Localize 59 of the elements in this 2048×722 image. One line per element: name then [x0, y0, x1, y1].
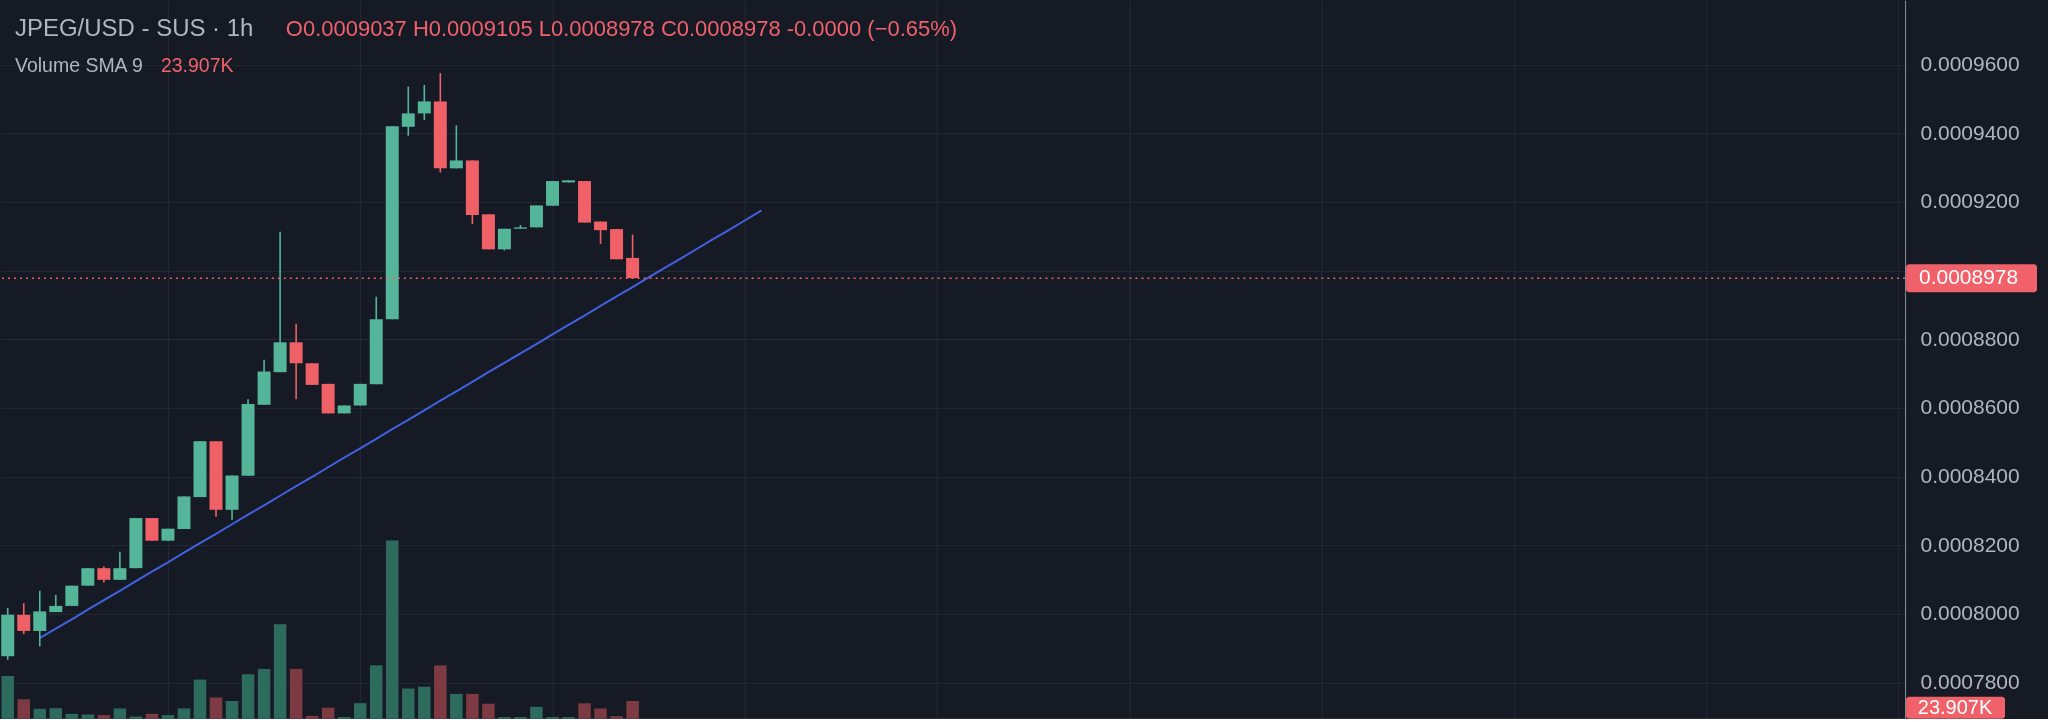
- bar: [402, 688, 415, 719]
- bar: [49, 708, 63, 719]
- text: O0.0009037 H0.0009105 L0.0008978 C0.0008978 -0.0000 (−0.65%): [285, 16, 958, 42]
- bar: [482, 703, 495, 719]
- y-tick-label: 0.0008400: [1920, 464, 2020, 488]
- candlestick: [305, 362, 319, 386]
- bar: [257, 668, 271, 719]
- bar: [466, 693, 479, 719]
- annotation: Volume SMA 9: [14, 54, 143, 77]
- y-tick-label: 0.0007800: [1920, 669, 2020, 693]
- bar: [193, 679, 207, 719]
- bar: [177, 708, 191, 719]
- candlestick: [33, 590, 47, 648]
- candlestick: [417, 84, 431, 121]
- bar: [289, 668, 303, 719]
- bar: [113, 708, 127, 719]
- text: 23.907K: [1917, 695, 1993, 718]
- ref-line-label: 0.0008978: [1919, 265, 2019, 289]
- y-tick-label: 0.0009400: [1920, 120, 2020, 144]
- bar: [321, 707, 335, 719]
- bar: [353, 703, 367, 719]
- bar: [626, 701, 639, 719]
- bar: [273, 624, 287, 719]
- candlestick: [401, 85, 415, 137]
- text: JPEG/USD - SUS · 1h: [14, 14, 254, 42]
- y-tick-label: 0.0008200: [1920, 532, 2020, 556]
- bar: [81, 714, 95, 719]
- candlestick: [145, 517, 159, 542]
- bar: [450, 693, 463, 719]
- bar: [33, 708, 47, 719]
- candlestick: [113, 550, 127, 581]
- bar: [17, 699, 30, 719]
- annotation: 23.907K: [160, 54, 234, 77]
- y-tick-label: 0.0009600: [1920, 52, 2020, 76]
- bar: [225, 701, 239, 719]
- bar: [369, 665, 383, 719]
- bar: [418, 686, 431, 719]
- bar: [209, 697, 223, 719]
- y-tick-label: 0.0009200: [1920, 189, 2020, 213]
- bar: [145, 713, 159, 719]
- line-series: [38, 209, 762, 640]
- bar: [530, 706, 543, 719]
- bar: [65, 713, 79, 719]
- bar: [434, 665, 447, 719]
- bar: [305, 715, 319, 719]
- candlestick: [17, 602, 31, 635]
- candlestick: [289, 323, 303, 401]
- y-tick-label: 0.0008800: [1920, 326, 2020, 350]
- bar: [610, 716, 623, 719]
- bar: [241, 674, 255, 719]
- bar: [97, 715, 111, 719]
- bar: [594, 708, 607, 719]
- bar: [161, 715, 175, 719]
- bar: [1, 676, 14, 719]
- bar: [386, 540, 399, 719]
- bar: [578, 703, 591, 719]
- y-tick-label: 0.0008000: [1920, 601, 2020, 625]
- candlestick: [449, 124, 463, 170]
- y-tick-label: 0.0008600: [1920, 395, 2020, 419]
